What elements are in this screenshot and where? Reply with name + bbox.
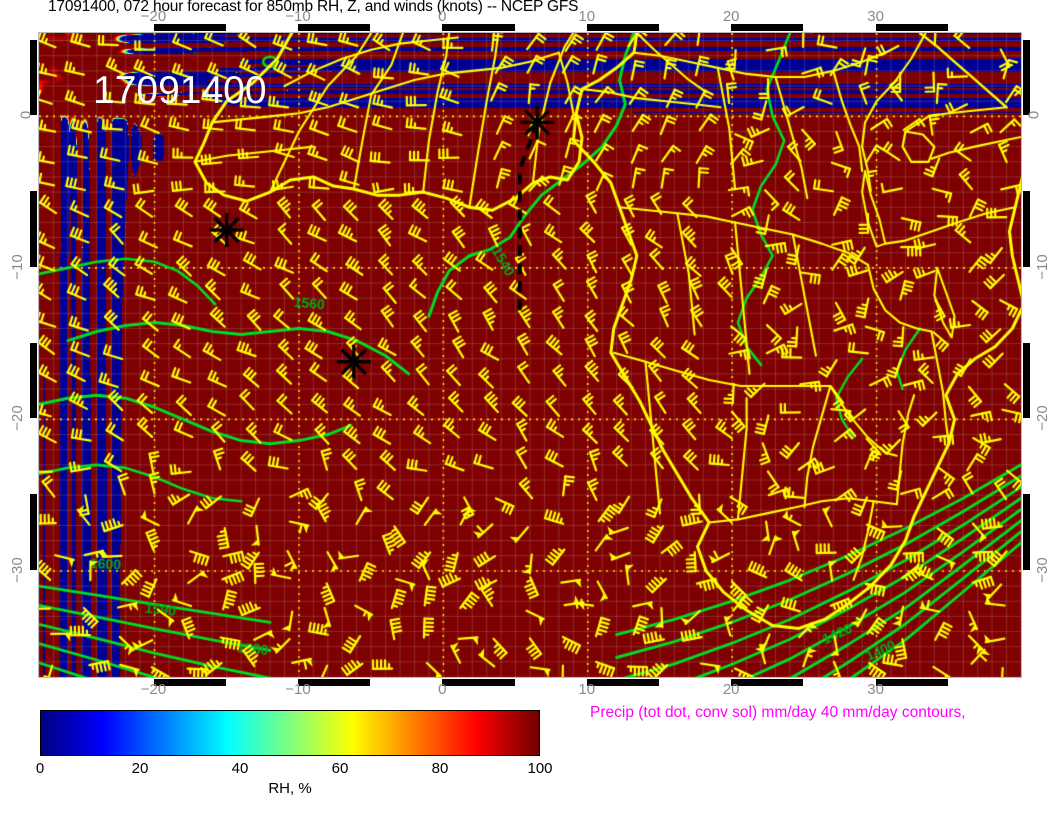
frame-tick-bar: [297, 24, 371, 31]
colorbar-tick-0: 0: [35, 760, 45, 777]
colorbar-tick-60: 60: [331, 760, 349, 777]
date-stamp: 17091400: [93, 69, 267, 112]
frame-tick-bar: [153, 24, 226, 31]
axis-tick-top-30: 30: [867, 8, 884, 25]
frame-tick-bar: [30, 342, 37, 419]
axis-tick-right--10: −10: [1034, 254, 1052, 280]
colorbar-gradient: [41, 711, 539, 755]
frame-tick-bar: [153, 679, 226, 686]
frame-tick-bar: [586, 24, 659, 31]
axis-tick-right--30: −30: [1034, 557, 1052, 583]
frame-tick-bar: [1023, 494, 1030, 570]
axis-tick-bot--20: −20: [140, 681, 167, 698]
frame-tick-bar: [731, 679, 804, 686]
axis-tick-right--20: −20: [1034, 405, 1052, 432]
axis-tick-top-10: 10: [578, 8, 596, 25]
colorbar-tick-80: 80: [431, 760, 449, 777]
axis-tick-top--10: −10: [285, 8, 311, 25]
axis-tick-bot-0: 0: [438, 681, 447, 698]
colorbar-tick-40: 40: [231, 760, 249, 777]
frame-tick-bar: [1023, 39, 1030, 116]
frame-tick-bar: [30, 191, 37, 267]
axis-tick-left--20: −20: [8, 405, 26, 432]
colorbar-tick-20: 20: [131, 760, 149, 777]
frame-tick-bar: [1023, 342, 1030, 419]
colorbar-tick-100: 100: [527, 760, 553, 777]
axis-tick-left--30: −30: [8, 557, 26, 583]
frame-tick-bar: [875, 679, 948, 686]
axis-tick-top-20: 20: [722, 8, 740, 25]
axis-tick-bot-30: 30: [867, 681, 884, 698]
axis-tick-bot--10: −10: [285, 681, 311, 698]
axis-tick-left--10: −10: [8, 254, 26, 280]
axis-tick-right-0: 0: [1025, 111, 1043, 120]
axis-tick-left-0: 0: [17, 111, 35, 120]
frame-tick-bar: [731, 24, 804, 31]
frame-tick-bar: [442, 679, 515, 686]
colorbar[interactable]: [40, 710, 540, 756]
map-plot-area[interactable]: 17091400: [38, 32, 1022, 678]
page-title: 17091400, 072 hour forecast for 850mb RH…: [48, 0, 579, 15]
frame-tick-bar: [30, 494, 37, 570]
map-canvas-stack: [39, 33, 1021, 677]
frame-tick-bar: [875, 24, 948, 31]
axis-tick-top--20: −20: [140, 8, 167, 25]
axis-tick-bot-10: 10: [578, 681, 596, 698]
axis-tick-top-0: 0: [438, 8, 447, 25]
colorbar-title: RH, %: [268, 780, 312, 797]
frame-tick-bar: [297, 679, 371, 686]
frame-tick-bar: [442, 24, 515, 31]
storm-marker-layer: [39, 33, 1021, 677]
precip-caption: Precip (tot dot, conv sol) mm/day 40 mm/…: [590, 704, 966, 721]
frame-tick-bar: [586, 679, 659, 686]
frame-tick-bar: [1023, 191, 1030, 267]
frame-tick-bar: [30, 39, 37, 116]
axis-tick-bot-20: 20: [722, 681, 740, 698]
